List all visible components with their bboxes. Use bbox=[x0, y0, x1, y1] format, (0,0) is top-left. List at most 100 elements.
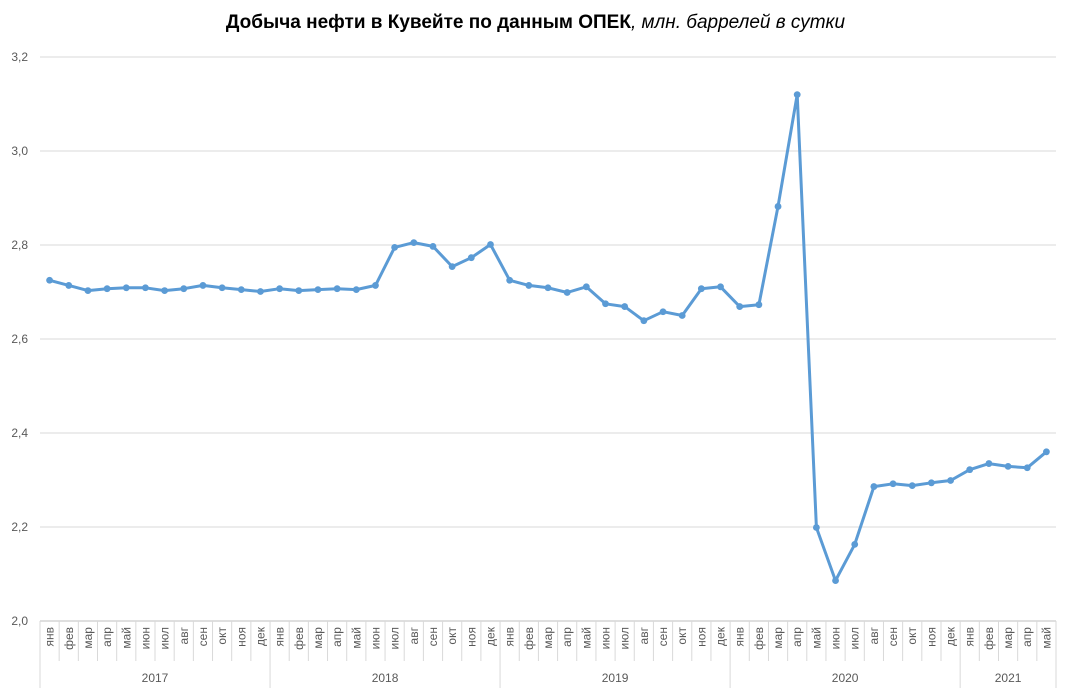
x-tick-label: апр bbox=[100, 627, 114, 647]
x-tick-label: сен bbox=[196, 627, 210, 646]
data-point bbox=[525, 282, 533, 289]
data-point bbox=[678, 312, 686, 319]
x-tick-label: апр bbox=[1020, 627, 1034, 647]
data-point bbox=[985, 460, 993, 467]
data-point bbox=[927, 479, 935, 487]
x-tick-label: июн bbox=[829, 627, 843, 649]
data-point bbox=[563, 289, 571, 296]
x-tick-label: июн bbox=[599, 627, 613, 649]
year-label: 2020 bbox=[832, 671, 859, 685]
x-tick-label: мар bbox=[541, 627, 555, 649]
x-tick-label: мар bbox=[311, 627, 325, 649]
x-tick-label: дек bbox=[253, 626, 267, 646]
y-tick-label: 2,2 bbox=[11, 520, 28, 534]
data-point bbox=[1043, 448, 1050, 456]
x-tick-label: фев bbox=[292, 627, 306, 650]
data-point bbox=[544, 284, 552, 292]
data-point bbox=[372, 282, 379, 289]
data-point bbox=[506, 276, 514, 284]
year-label: 2018 bbox=[372, 671, 399, 685]
x-tick-label: апр bbox=[330, 627, 344, 647]
data-point bbox=[257, 288, 264, 295]
x-tick-label: июл bbox=[158, 627, 172, 649]
x-tick-label: ноя bbox=[234, 627, 248, 647]
y-tick-label: 2,4 bbox=[11, 426, 28, 440]
year-label: 2017 bbox=[142, 671, 169, 685]
x-tick-label: май bbox=[809, 627, 823, 649]
data-point bbox=[448, 263, 456, 271]
x-tick-label: июл bbox=[848, 627, 862, 649]
data-point bbox=[467, 254, 475, 262]
x-tick-label: авг bbox=[177, 626, 191, 644]
x-tick-label: июл bbox=[618, 627, 632, 649]
x-tick-label: апр bbox=[560, 627, 574, 647]
x-tick-label: фев bbox=[752, 627, 766, 650]
year-label: 2021 bbox=[995, 671, 1022, 685]
data-point bbox=[314, 286, 322, 294]
data-point bbox=[755, 301, 763, 309]
x-tick-label: май bbox=[349, 627, 363, 649]
data-point bbox=[161, 287, 169, 294]
x-tick-label: июл bbox=[388, 627, 402, 649]
data-point bbox=[793, 91, 801, 98]
x-tick-label: сен bbox=[426, 627, 440, 646]
data-point bbox=[410, 239, 418, 247]
x-tick-label: дек bbox=[714, 626, 728, 646]
chart-title-main: Добыча нефти в Кувейте по данным ОПЕК bbox=[225, 12, 631, 33]
y-tick-label: 3,2 bbox=[11, 50, 28, 64]
data-point bbox=[237, 286, 245, 294]
data-point bbox=[46, 276, 53, 284]
data-point bbox=[908, 482, 916, 490]
data-point bbox=[218, 284, 226, 292]
x-tick-label: май bbox=[1039, 627, 1053, 649]
data-point bbox=[621, 303, 629, 310]
x-tick-label: июн bbox=[138, 627, 152, 649]
data-point bbox=[774, 203, 782, 210]
x-tick-label: мар bbox=[81, 627, 95, 649]
data-point bbox=[870, 483, 878, 490]
x-tick-label: окт bbox=[445, 627, 459, 645]
data-point bbox=[122, 284, 130, 292]
x-tick-label: фев bbox=[982, 627, 996, 650]
x-tick-label: фев bbox=[62, 627, 76, 650]
chart-title: Добыча нефти в Кувейте по данным ОПЕК, м… bbox=[0, 12, 1071, 34]
data-point bbox=[1004, 462, 1012, 470]
data-point bbox=[180, 285, 188, 293]
data-point bbox=[103, 285, 111, 293]
x-tick-label: мар bbox=[771, 627, 785, 649]
data-point bbox=[640, 317, 648, 325]
x-tick-label: янв bbox=[963, 627, 977, 647]
data-point bbox=[391, 243, 399, 251]
x-tick-label: окт bbox=[215, 627, 229, 645]
data-point bbox=[199, 282, 207, 289]
y-tick-label: 2,0 bbox=[11, 614, 28, 628]
data-point bbox=[276, 285, 284, 293]
x-tick-label: июн bbox=[368, 627, 382, 649]
data-point bbox=[832, 577, 839, 584]
x-tick-label: апр bbox=[790, 627, 804, 647]
data-point bbox=[1023, 464, 1031, 472]
data-point bbox=[582, 283, 590, 291]
x-tick-label: авг bbox=[637, 626, 651, 644]
data-point bbox=[84, 287, 92, 294]
data-point bbox=[487, 241, 494, 248]
x-tick-label: дек bbox=[944, 626, 958, 646]
x-tick-label: мар bbox=[1001, 627, 1015, 649]
x-tick-label: янв bbox=[503, 627, 517, 647]
x-tick-label: ноя bbox=[694, 627, 708, 647]
x-tick-label: ноя bbox=[464, 627, 478, 647]
data-point bbox=[352, 286, 360, 294]
data-point bbox=[333, 285, 341, 293]
x-tick-label: окт bbox=[905, 627, 919, 645]
y-tick-label: 2,8 bbox=[11, 238, 28, 252]
x-tick-label: авг bbox=[407, 626, 421, 644]
chart-title-unit: , млн. баррелей в сутки bbox=[630, 12, 846, 33]
data-point bbox=[736, 303, 744, 310]
data-point bbox=[295, 287, 303, 294]
data-point bbox=[602, 300, 609, 308]
year-label: 2019 bbox=[602, 671, 629, 685]
data-point bbox=[889, 480, 897, 488]
data-point bbox=[947, 477, 954, 484]
data-point bbox=[812, 524, 820, 531]
